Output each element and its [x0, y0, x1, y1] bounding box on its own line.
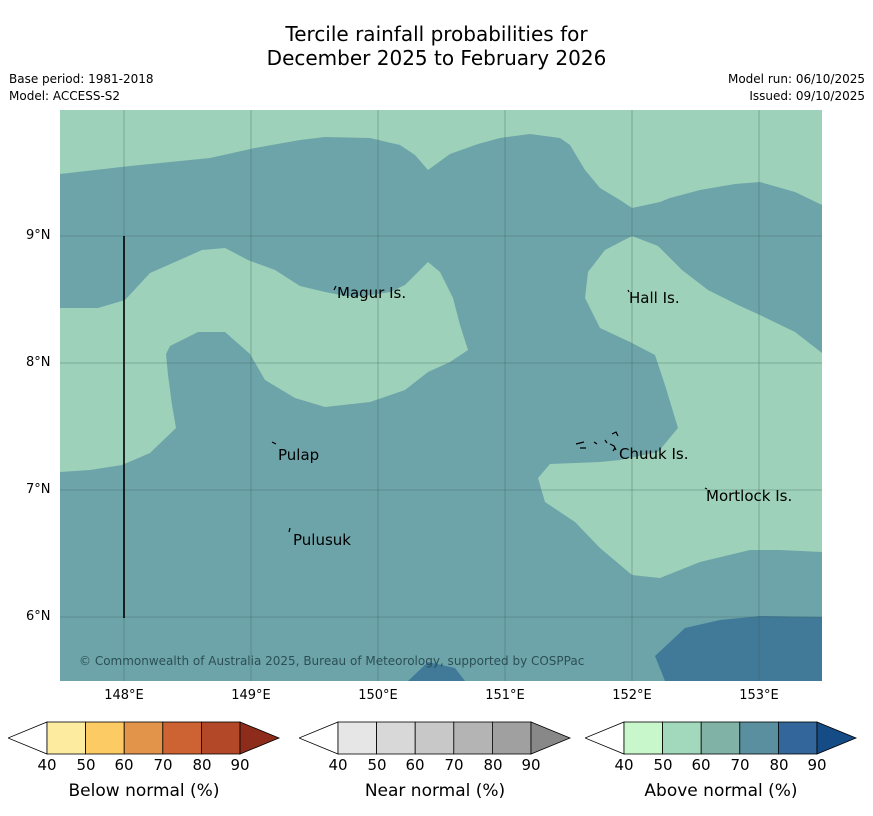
colorbar-near — [299, 721, 572, 755]
colorbar-near-swatch-2 — [376, 721, 416, 755]
ytick-7n: 7°N — [26, 482, 51, 497]
pulap-island-mark — [271, 441, 277, 445]
near-tick-50: 50 — [367, 756, 387, 774]
xtick-153e: 153°E — [739, 688, 779, 703]
title-line-1: Tercile rainfall probabilities for — [285, 22, 588, 46]
contour-southeast-deep — [655, 616, 822, 681]
map-panel: Magur Is. Hall Is. Pulap Chuuk Is. Mortl… — [60, 110, 822, 681]
colorbar-above-swatch-2 — [662, 721, 702, 755]
xtick-148e: 148°E — [104, 688, 144, 703]
xtick-149e: 149°E — [231, 688, 271, 703]
below-tick-60: 60 — [114, 756, 134, 774]
colorbar-above — [585, 721, 858, 755]
contour-east-upper — [538, 236, 822, 578]
colorbar-below-swatch-2 — [85, 721, 125, 755]
xtick-151e: 151°E — [485, 688, 525, 703]
below-tick-50: 50 — [76, 756, 96, 774]
label-hall: Hall Is. — [629, 289, 680, 307]
near-tick-90: 90 — [521, 756, 541, 774]
colorbar-near-swatch-4 — [453, 721, 493, 755]
pulusuk-island-mark — [288, 527, 291, 533]
colorbar-above-high-arrow — [816, 721, 858, 755]
colorbar-above-swatch-5 — [777, 721, 818, 755]
below-tick-40: 40 — [37, 756, 57, 774]
colorbar-below-swatch-3 — [123, 721, 164, 755]
model-name: Model: ACCESS-S2 — [9, 89, 121, 103]
meta-left: Base period: 1981-2018 Model: ACCESS-S2 — [9, 71, 154, 105]
below-tick-80: 80 — [192, 756, 212, 774]
near-tick-60: 60 — [405, 756, 425, 774]
ytick-6n: 6°N — [26, 609, 51, 624]
colorbar-near-high-arrow — [530, 721, 572, 755]
ytick-8n: 8°N — [26, 355, 51, 370]
map-title: Tercile rainfall probabilities for Decem… — [0, 22, 873, 70]
colorbar-near-swatch-1 — [337, 721, 377, 755]
island-marks — [271, 285, 708, 533]
colorbar-below-swatch-5 — [200, 721, 241, 755]
above-tick-60: 60 — [691, 756, 711, 774]
colorbar-below-low-arrow — [8, 721, 48, 755]
contour-south-deep — [408, 662, 465, 681]
graticule — [60, 110, 822, 681]
colorbar-above-swatch-3 — [700, 721, 741, 755]
above-tick-80: 80 — [769, 756, 789, 774]
label-magur: Magur Is. — [337, 284, 406, 302]
hall-island-mark — [627, 289, 630, 293]
colorbar-near-swatch-5 — [491, 721, 532, 755]
contour-west-blob — [60, 248, 468, 472]
above-tick-50: 50 — [653, 756, 673, 774]
colorbar-below — [8, 721, 281, 755]
issued-date: Issued: 09/10/2025 — [749, 89, 865, 103]
colorbar-near-title: Near normal (%) — [364, 781, 506, 801]
label-pulusuk: Pulusuk — [293, 531, 351, 549]
colorbar-above-low-arrow — [585, 721, 625, 755]
above-tick-70: 70 — [730, 756, 750, 774]
colorbar-above-swatch-1 — [623, 721, 663, 755]
above-tick-90: 90 — [807, 756, 827, 774]
colorbar-below-swatch-1 — [46, 721, 86, 755]
above-tick-40: 40 — [614, 756, 634, 774]
colorbar-near-low-arrow — [299, 721, 339, 755]
colorbar-below-high-arrow — [239, 721, 281, 755]
base-period: Base period: 1981-2018 — [9, 72, 154, 86]
label-chuuk: Chuuk Is. — [619, 445, 688, 463]
colorbar-below-title: Below normal (%) — [68, 781, 220, 801]
ytick-9n: 9°N — [26, 228, 51, 243]
below-tick-90: 90 — [230, 756, 250, 774]
colorbar-near-swatch-3 — [414, 721, 455, 755]
colorbar-above-swatch-4 — [739, 721, 779, 755]
colorbar-below-swatch-4 — [162, 721, 202, 755]
near-tick-40: 40 — [328, 756, 348, 774]
xtick-150e: 150°E — [358, 688, 398, 703]
model-run: Model run: 06/10/2025 — [727, 72, 865, 86]
contour-top-band — [60, 110, 822, 208]
xtick-152e: 152°E — [612, 688, 652, 703]
magur-island-mark — [333, 285, 337, 291]
colorbar-above-title: Above normal (%) — [644, 781, 798, 801]
title-line-2: December 2025 to February 2026 — [266, 46, 607, 70]
below-tick-70: 70 — [153, 756, 173, 774]
meta-right: Model run: 06/10/2025 Issued: 09/10/2025 — [728, 71, 865, 105]
place-labels: Magur Is. Hall Is. Pulap Chuuk Is. Mortl… — [278, 284, 792, 549]
label-pulap: Pulap — [278, 446, 319, 464]
chuuk-lagoon-mark — [575, 431, 619, 452]
near-tick-80: 80 — [483, 756, 503, 774]
label-mortlock: Mortlock Is. — [706, 487, 792, 505]
mortlock-island-mark — [704, 487, 708, 490]
copyright-notice: © Commonwealth of Australia 2025, Bureau… — [79, 654, 584, 668]
near-tick-70: 70 — [444, 756, 464, 774]
